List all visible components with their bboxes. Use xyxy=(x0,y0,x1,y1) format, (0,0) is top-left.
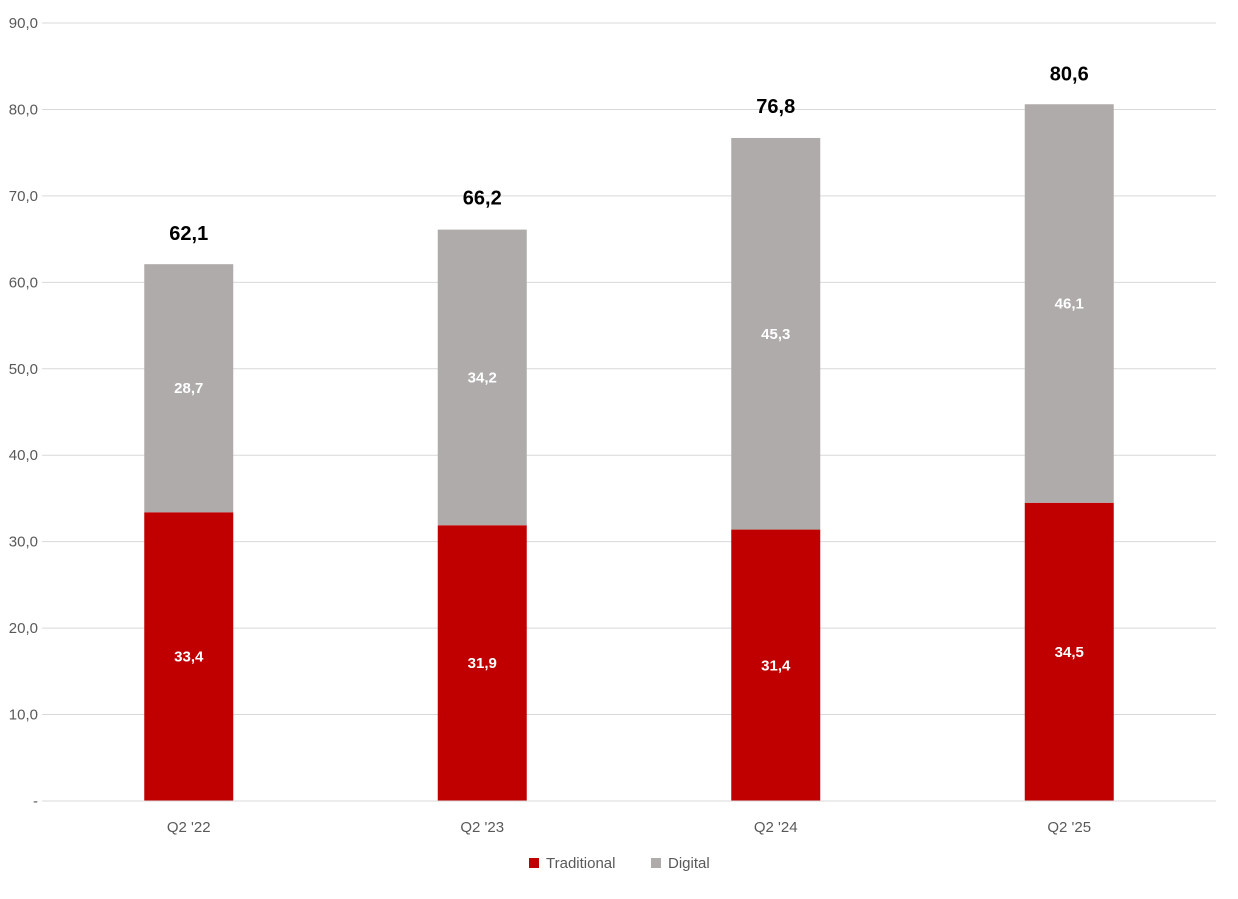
total-label: 66,2 xyxy=(463,188,502,210)
y-tick-label: 20,0 xyxy=(9,620,38,637)
bar-traditional xyxy=(144,512,234,801)
bar-traditional xyxy=(437,525,527,801)
y-tick-label: 10,0 xyxy=(9,707,38,724)
y-tick-label: 40,0 xyxy=(9,447,38,464)
total-label: 76,8 xyxy=(756,96,795,118)
legend-swatch-traditional xyxy=(529,858,539,868)
bar-digital xyxy=(437,229,527,526)
data-label-digital: 46,1 xyxy=(1055,296,1084,313)
x-tick-label: Q2 '25 xyxy=(1047,819,1091,836)
total-label: 80,6 xyxy=(1050,63,1089,85)
data-label-traditional: 31,4 xyxy=(761,657,791,674)
bar-traditional xyxy=(1024,502,1114,801)
data-label-digital: 34,2 xyxy=(468,369,497,386)
bar-digital xyxy=(731,137,821,530)
bar-digital xyxy=(1024,104,1114,503)
y-tick-label: 60,0 xyxy=(9,274,38,291)
y-tick-label: 90,0 xyxy=(9,15,38,32)
data-label-traditional: 33,4 xyxy=(174,649,204,666)
y-tick-label: 80,0 xyxy=(9,101,38,118)
y-tick-label: 30,0 xyxy=(9,534,38,551)
legend-swatch-digital xyxy=(651,858,661,868)
y-tick-label: 50,0 xyxy=(9,361,38,378)
legend-label-traditional: Traditional xyxy=(546,855,615,872)
x-tick-label: Q2 '24 xyxy=(754,819,798,836)
bar-traditional xyxy=(731,529,821,801)
y-tick-label: 70,0 xyxy=(9,188,38,205)
y-tick-label: - xyxy=(33,793,38,810)
x-tick-label: Q2 '23 xyxy=(460,819,504,836)
data-label-traditional: 34,5 xyxy=(1055,644,1084,661)
data-label-traditional: 31,9 xyxy=(468,655,497,672)
data-label-digital: 28,7 xyxy=(174,380,203,397)
bar-digital xyxy=(144,264,234,513)
total-label: 62,1 xyxy=(169,223,208,245)
legend-label-digital: Digital xyxy=(668,855,710,872)
data-label-digital: 45,3 xyxy=(761,326,790,343)
x-tick-label: Q2 '22 xyxy=(167,819,211,836)
